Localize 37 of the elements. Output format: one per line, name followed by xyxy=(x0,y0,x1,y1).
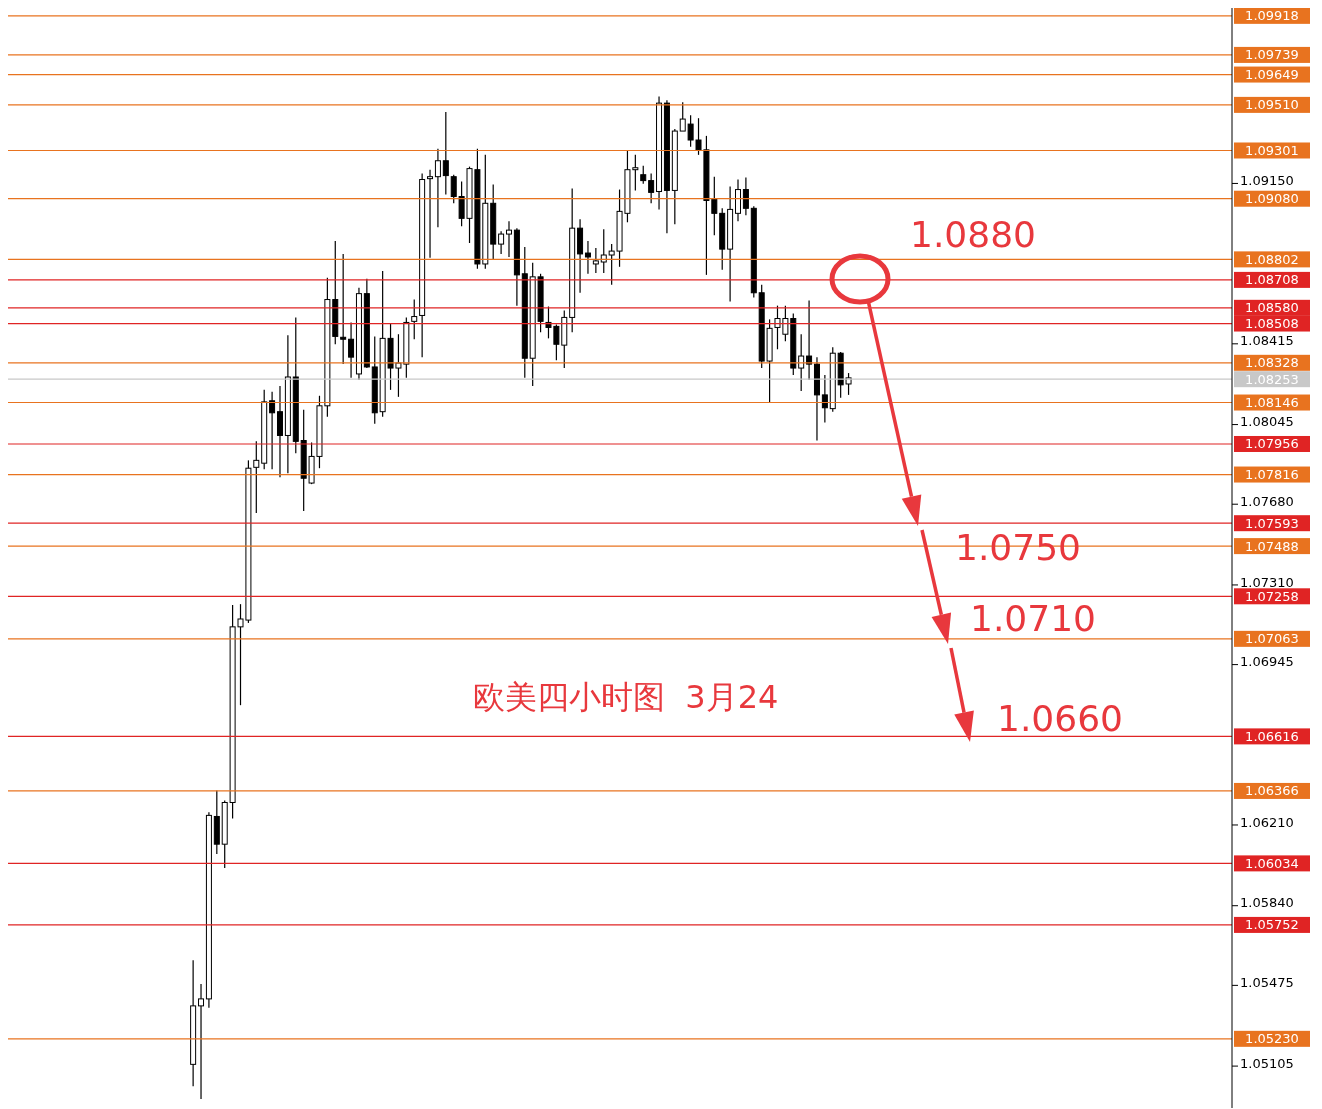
y-tick-label: 1.06945 xyxy=(1240,654,1294,670)
y-tick-label: 1.08045 xyxy=(1240,414,1294,430)
ref-line-label: 1.09301 xyxy=(1245,142,1299,158)
ref-line-label: 1.08328 xyxy=(1245,355,1299,371)
ref-line-label: 1.09739 xyxy=(1245,47,1299,63)
ref-line-label: 1.07593 xyxy=(1245,515,1299,531)
ref-line-label: 1.06616 xyxy=(1245,728,1299,744)
ref-line-label: 1.07488 xyxy=(1245,538,1299,554)
annotation: 1.0660 xyxy=(997,698,1123,739)
ref-line-label: 1.08580 xyxy=(1245,300,1299,316)
y-tick-label: 1.05475 xyxy=(1240,974,1294,990)
annotation: 1.0710 xyxy=(970,598,1096,639)
ref-line-label: 1.05230 xyxy=(1245,1031,1299,1047)
ref-line-label: 1.09649 xyxy=(1245,67,1299,83)
ref-line-label: 1.05752 xyxy=(1245,917,1299,933)
ref-line-label: 1.08508 xyxy=(1245,316,1299,332)
ref-line-label: 1.07063 xyxy=(1245,631,1299,647)
ref-line-label: 1.07956 xyxy=(1245,436,1299,452)
y-tick-label: 1.08415 xyxy=(1240,333,1294,349)
ref-line-label: 1.07816 xyxy=(1245,467,1299,483)
ref-line-label: 1.08802 xyxy=(1245,251,1299,267)
text: 欧美四小时图 3月24 xyxy=(473,677,779,718)
ref-line-label: 1.06366 xyxy=(1245,783,1299,799)
y-tick-label: 1.07310 xyxy=(1240,574,1294,590)
ref-line-label: 1.09918 xyxy=(1245,8,1299,24)
ref-line-label: 1.09080 xyxy=(1245,191,1299,207)
ref-line-label: 1.08708 xyxy=(1245,272,1299,288)
ref-line-label: 1.06034 xyxy=(1245,855,1299,871)
ref-line-label: 1.07258 xyxy=(1245,588,1299,604)
y-tick-label: 1.06210 xyxy=(1240,814,1294,830)
ref-line-label: 1.08146 xyxy=(1245,395,1299,411)
y-tick-label: 1.05840 xyxy=(1240,895,1294,911)
y-tick-label: 1.05105 xyxy=(1240,1055,1294,1071)
ref-line-label: 1.09510 xyxy=(1245,97,1299,113)
y-tick-label: 1.07680 xyxy=(1240,493,1294,509)
annotation: 1.0880 xyxy=(910,214,1036,255)
y-tick-label: 1.09150 xyxy=(1240,173,1294,189)
